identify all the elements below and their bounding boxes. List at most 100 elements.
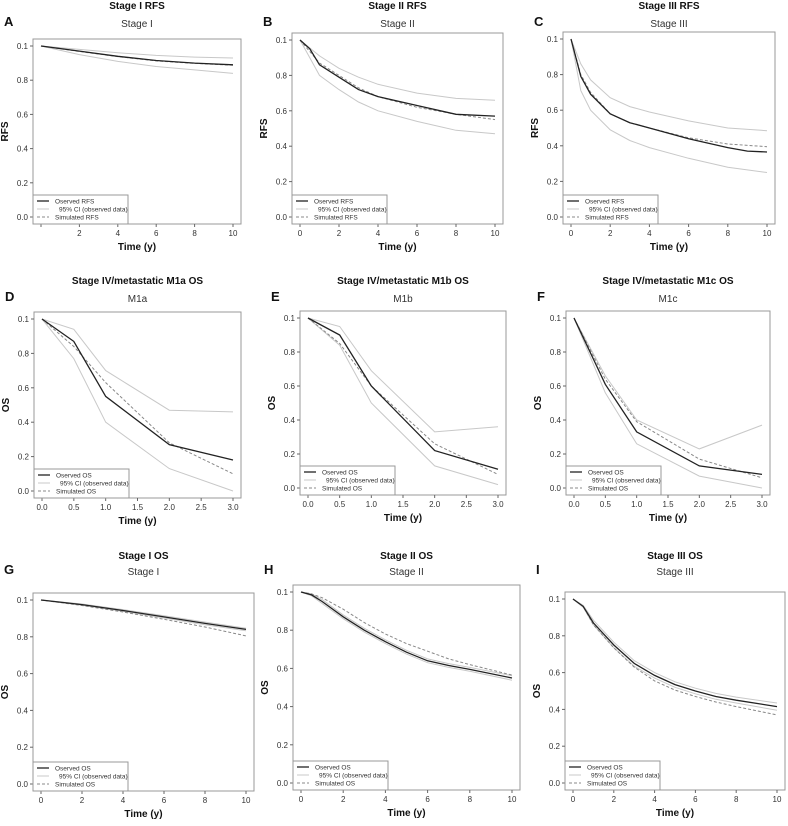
y-tick-label: 0.4 <box>17 706 29 715</box>
x-tick-label: 2 <box>337 229 342 238</box>
y-tick-label: 0.0 <box>284 484 296 493</box>
y-tick-label: 0.2 <box>550 450 562 459</box>
ci-upper-line <box>299 39 496 101</box>
y-tick-label: 0.6 <box>17 110 29 119</box>
y-tick-label: 0.4 <box>18 418 30 427</box>
simulated-line <box>300 591 513 676</box>
ci-lower-line <box>570 38 768 173</box>
x-tick-label: 6 <box>693 795 698 804</box>
x-tick-label: 6 <box>425 795 430 804</box>
legend-label: Oserved OS <box>588 469 624 476</box>
x-tick-label: 2.5 <box>196 503 208 512</box>
y-tick-label: 0.0 <box>277 779 289 788</box>
x-tick-label: 8 <box>454 229 459 238</box>
x-axis: 0 2 4 6 8 10 Time (y) <box>39 791 251 820</box>
y-tick-label: 0.1 <box>547 35 559 44</box>
chart-subtitle: Stage II <box>389 567 423 578</box>
y-axis: 0.0 0.2 0.4 0.6 0.8 0.1 OS <box>532 595 565 788</box>
x-tick-label: 1.0 <box>100 503 112 512</box>
x-axis-label: Time (y) <box>387 808 425 819</box>
y-tick-label: 0.1 <box>18 315 30 324</box>
y-axis: 0.0 0.2 0.4 0.6 0.8 0.1 RFS <box>530 35 563 222</box>
chart-title: Stage III OS <box>647 551 703 562</box>
y-axis-label: RFS <box>530 118 541 138</box>
x-tick-label: 1.5 <box>662 500 674 509</box>
x-tick-label: 6 <box>686 229 691 238</box>
observed-line <box>570 38 768 153</box>
y-tick-label: 0.8 <box>549 632 561 641</box>
ci-upper-line <box>570 38 768 132</box>
y-tick-label: 0.2 <box>284 450 296 459</box>
chart-title: Stage IV/metastatic M1b OS <box>337 276 469 287</box>
chart-subtitle: Stage III <box>650 19 687 30</box>
x-tick-label: 10 <box>508 795 517 804</box>
ci-lower-line <box>41 318 234 492</box>
x-axis: 2 4 6 8 10 Time (y) <box>40 224 238 253</box>
y-tick-label: 0.6 <box>549 669 561 678</box>
ci-lower-line <box>299 39 496 135</box>
chart-title: Stage II RFS <box>368 1 427 12</box>
chart-title: Stage I RFS <box>109 1 165 12</box>
x-tick-label: 4 <box>376 229 381 238</box>
x-tick-label: 10 <box>491 229 500 238</box>
x-tick-label: 2 <box>341 795 346 804</box>
x-tick-label: 2.0 <box>429 500 441 509</box>
y-tick-label: 0.8 <box>17 633 29 642</box>
x-tick-label: 2.5 <box>461 500 473 509</box>
legend-label: 95% CI (observed data) <box>591 772 660 779</box>
y-axis: 0.0 0.2 0.4 0.6 0.8 0.1 OS <box>0 596 33 789</box>
x-tick-label: 1.0 <box>631 500 643 509</box>
chart-subtitle: M1b <box>393 294 413 305</box>
panel-letter: B <box>263 14 272 29</box>
x-tick-label: 0.5 <box>600 500 612 509</box>
y-axis: 0.0 0.2 0.4 0.6 0.8 0.1 RFS <box>0 42 33 222</box>
x-axis-label: Time (y) <box>650 242 688 253</box>
y-tick-label: 0.4 <box>277 703 289 712</box>
y-tick-label: 0.0 <box>17 213 29 222</box>
observed-line <box>572 598 778 708</box>
x-tick-label: 2 <box>80 796 85 805</box>
y-tick-label: 0.4 <box>547 142 559 151</box>
y-axis: 0.0 0.2 0.4 0.6 0.8 0.1 OS <box>1 315 34 496</box>
y-tick-label: 0.4 <box>17 145 29 154</box>
legend-label: Simulated OS <box>315 780 356 787</box>
ci-upper-line <box>307 317 499 433</box>
legend-label: Simulated OS <box>587 780 628 787</box>
y-tick-label: 0.6 <box>276 107 288 116</box>
panel-letter: F <box>537 289 545 304</box>
y-tick-label: 0.0 <box>17 780 29 789</box>
y-axis: 0.0 0.2 0.4 0.6 0.8 0.1 OS <box>260 588 293 788</box>
x-tick-label: 1.5 <box>132 503 144 512</box>
x-tick-label: 10 <box>763 229 772 238</box>
y-axis: 0.0 0.2 0.4 0.6 0.8 0.1 RFS <box>259 36 292 222</box>
chart-subtitle: M1c <box>659 294 678 305</box>
x-tick-label: 2 <box>77 229 82 238</box>
ci-upper-line <box>41 318 234 413</box>
y-tick-label: 0.2 <box>18 453 30 462</box>
x-tick-label: 2.5 <box>725 500 737 509</box>
y-axis: 0.0 0.2 0.4 0.6 0.8 0.1 OS <box>267 314 300 493</box>
x-tick-label: 6 <box>154 229 159 238</box>
legend-box <box>299 465 396 496</box>
simulated-line <box>40 599 247 637</box>
x-axis: 0.0 0.5 1.0 1.5 2.0 2.5 3.0 Time (y) <box>302 495 504 524</box>
x-axis-label: Time (y) <box>384 513 422 524</box>
legend-label: Simulated RFS <box>314 214 358 221</box>
legend-label: Oserved OS <box>55 765 91 772</box>
legend-label: 95% CI (observed data) <box>59 206 128 213</box>
x-tick-label: 4 <box>116 229 121 238</box>
chart-subtitle: Stage III <box>656 567 693 578</box>
y-tick-label: 0.8 <box>18 349 30 358</box>
x-axis: 0 2 4 6 8 10 Time (y) <box>298 224 500 253</box>
simulated-line <box>572 598 778 716</box>
legend-label: Oserved OS <box>56 472 92 479</box>
simulated-line <box>41 318 234 475</box>
legend-label: Oserved OS <box>587 764 623 771</box>
